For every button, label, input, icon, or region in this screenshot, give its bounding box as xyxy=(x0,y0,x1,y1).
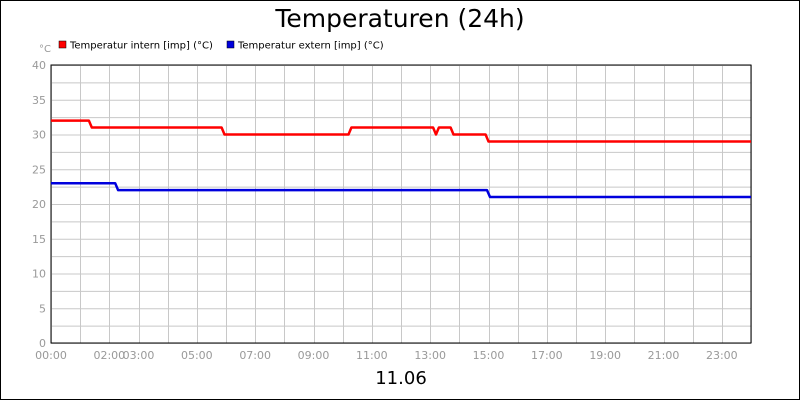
legend: Temperatur intern [imp] (°C) Temperatur e… xyxy=(58,40,384,52)
plot-area xyxy=(50,64,752,344)
x-tick-label: 07:00 xyxy=(239,349,271,362)
y-tick-label: 0 xyxy=(39,337,46,350)
x-tick-label: 11:00 xyxy=(356,349,388,362)
legend-label: Temperatur extern [imp] (°C) xyxy=(237,41,384,52)
legend-swatch xyxy=(58,40,67,49)
x-tick-label: 13:00 xyxy=(414,349,446,362)
legend-label: Temperatur intern [imp] (°C) xyxy=(69,41,213,52)
y-tick-label: 35 xyxy=(32,94,46,107)
x-tick-label: 09:00 xyxy=(298,349,330,362)
y-tick-label: 25 xyxy=(32,163,46,176)
x-tick-label: 05:00 xyxy=(181,349,213,362)
y-tick-label: 30 xyxy=(32,129,46,142)
y-axis-unit: °C xyxy=(39,44,51,55)
y-tick-label: 5 xyxy=(39,302,46,315)
chart-title: Temperaturen (24h) xyxy=(275,4,525,33)
y-tick-label: 10 xyxy=(32,268,46,281)
x-tick-label: 17:00 xyxy=(531,349,563,362)
series-line-1 xyxy=(51,119,751,143)
x-tick-label: 03:00 xyxy=(123,349,155,362)
legend-swatch xyxy=(226,40,235,49)
x-tick-label: 00:00 xyxy=(35,349,67,362)
x-tick-label: 19:00 xyxy=(589,349,621,362)
y-tick-label: 15 xyxy=(32,233,46,246)
series-layer xyxy=(51,119,751,199)
y-tick-label: 40 xyxy=(32,59,46,72)
y-tick-label: 20 xyxy=(32,198,46,211)
x-tick-label: 15:00 xyxy=(473,349,505,362)
x-axis-date-label: 11.06 xyxy=(375,368,427,389)
series-line-2 xyxy=(51,181,751,199)
x-tick-label: 02:00 xyxy=(93,349,125,362)
grid-layer xyxy=(51,65,752,344)
x-tick-label: 21:00 xyxy=(648,349,680,362)
x-tick-label: 23:00 xyxy=(706,349,738,362)
